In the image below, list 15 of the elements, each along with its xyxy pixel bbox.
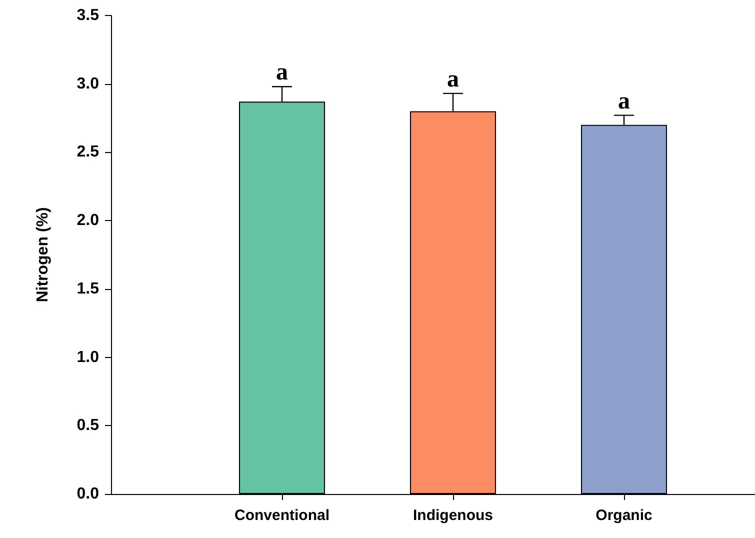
y-tick-label: 3.0 [76,75,100,92]
y-tick-label: 1.5 [76,280,100,298]
y-tick-label: 1.0 [76,348,100,366]
annotation: a [276,60,288,86]
x-tick-label: Conventional [234,507,330,524]
annotation: a [447,66,460,92]
y-tick-label: 2.0 [76,212,100,230]
x-tick-label: Organic [596,507,652,524]
y-tick-label: 0.0 [76,486,100,502]
y-axis-title: Nitrogen (%) [34,207,52,302]
y-tick-label: 2.5 [76,144,100,161]
y-tick-label: 3.5 [76,7,100,24]
y-tick-label: 0.5 [76,417,100,434]
annotation: a [618,88,630,114]
x-tick-label: Indigenous [413,507,494,524]
